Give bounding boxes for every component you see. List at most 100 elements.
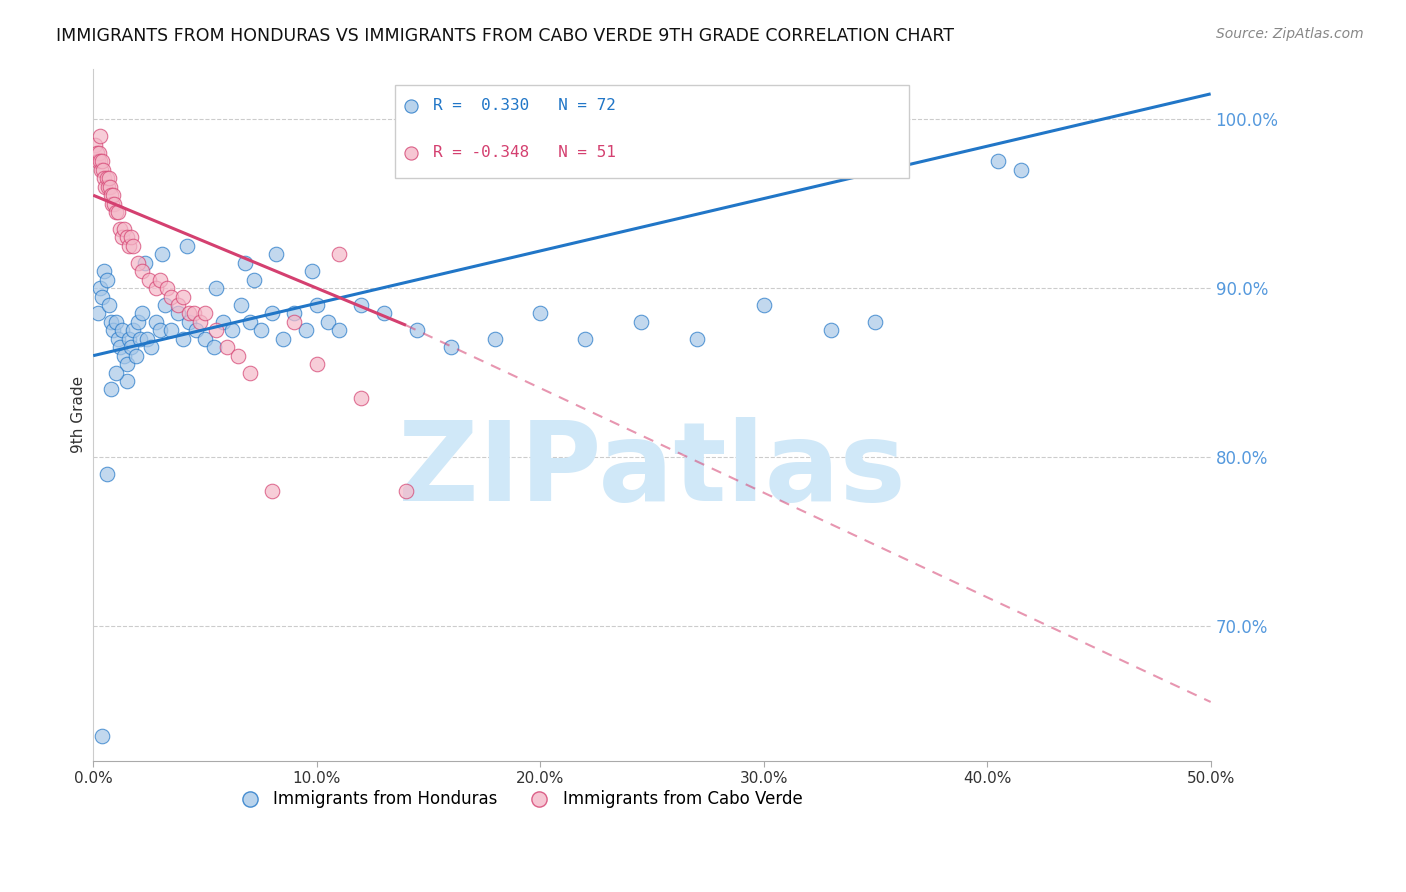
Point [294, 323, 316, 337]
Point [149, 323, 172, 337]
Point [111, 323, 134, 337]
Point [127, 256, 149, 270]
Point [120, 340, 142, 354]
Point [104, 205, 127, 219]
Text: R =  0.330   N = 72: R = 0.330 N = 72 [433, 98, 616, 113]
Point [86, 306, 108, 320]
Point [260, 483, 283, 498]
Point [301, 264, 323, 278]
Point [233, 256, 256, 270]
Point [283, 306, 305, 320]
Point [228, 349, 250, 363]
Point [115, 230, 138, 244]
Point [118, 239, 141, 253]
Point [131, 264, 153, 278]
Point [97, 179, 120, 194]
Point [283, 315, 305, 329]
Point [118, 332, 141, 346]
Point [328, 247, 350, 261]
Point [96, 467, 118, 481]
Point [190, 315, 212, 329]
Point [156, 281, 179, 295]
Point [172, 332, 194, 346]
Point [221, 323, 243, 337]
Point [205, 281, 228, 295]
Point [89, 129, 111, 144]
Point [172, 289, 194, 303]
Point [1010, 162, 1032, 177]
Point [987, 154, 1010, 169]
Point [108, 222, 131, 236]
Point [96, 273, 118, 287]
Point [183, 306, 205, 320]
Point [194, 332, 217, 346]
Point [260, 306, 283, 320]
Point [167, 306, 190, 320]
Point [179, 315, 201, 329]
Point [305, 357, 328, 371]
Point [91, 729, 114, 743]
Point [86, 154, 108, 169]
Point [93, 171, 115, 186]
Point [145, 281, 167, 295]
Text: R = -0.348   N = 51: R = -0.348 N = 51 [433, 145, 616, 161]
Point [104, 315, 127, 329]
Point [91, 162, 114, 177]
Point [91, 289, 114, 303]
Point [440, 340, 463, 354]
Point [149, 273, 172, 287]
Point [153, 298, 176, 312]
Point [129, 332, 152, 346]
Point [574, 332, 596, 346]
Point [249, 323, 271, 337]
Point [100, 315, 122, 329]
Point [179, 306, 201, 320]
Point [84, 137, 107, 152]
Point [395, 483, 418, 498]
Point [820, 323, 842, 337]
Point [97, 298, 120, 312]
Point [101, 196, 124, 211]
Point [114, 222, 136, 236]
Point [685, 332, 707, 346]
Point [100, 188, 122, 202]
Point [104, 366, 127, 380]
Point [97, 171, 120, 186]
Point [87, 146, 110, 161]
Point [107, 205, 129, 219]
Point [89, 281, 111, 295]
Point [96, 171, 118, 186]
Point [152, 247, 174, 261]
Y-axis label: 9th Grade: 9th Grade [72, 376, 86, 453]
Point [122, 239, 145, 253]
Point [98, 179, 121, 194]
Point [160, 323, 183, 337]
Text: Source: ZipAtlas.com: Source: ZipAtlas.com [1216, 27, 1364, 41]
Point [103, 188, 125, 202]
Point [138, 273, 160, 287]
Point [239, 315, 262, 329]
Point [399, 98, 422, 112]
Point [202, 340, 225, 354]
Point [350, 391, 373, 405]
Point [239, 366, 262, 380]
Point [124, 349, 146, 363]
Point [630, 315, 652, 329]
Point [100, 383, 122, 397]
FancyBboxPatch shape [395, 86, 908, 178]
Point [90, 162, 112, 177]
Point [145, 315, 167, 329]
Point [131, 306, 153, 320]
Point [406, 323, 429, 337]
Legend: Immigrants from Honduras, Immigrants from Cabo Verde: Immigrants from Honduras, Immigrants fro… [226, 784, 808, 815]
Point [176, 239, 198, 253]
Point [399, 146, 422, 161]
Point [111, 230, 134, 244]
Point [266, 247, 288, 261]
Point [91, 154, 114, 169]
Point [115, 374, 138, 388]
Point [184, 323, 207, 337]
Point [316, 315, 339, 329]
Point [167, 298, 190, 312]
Point [529, 306, 551, 320]
